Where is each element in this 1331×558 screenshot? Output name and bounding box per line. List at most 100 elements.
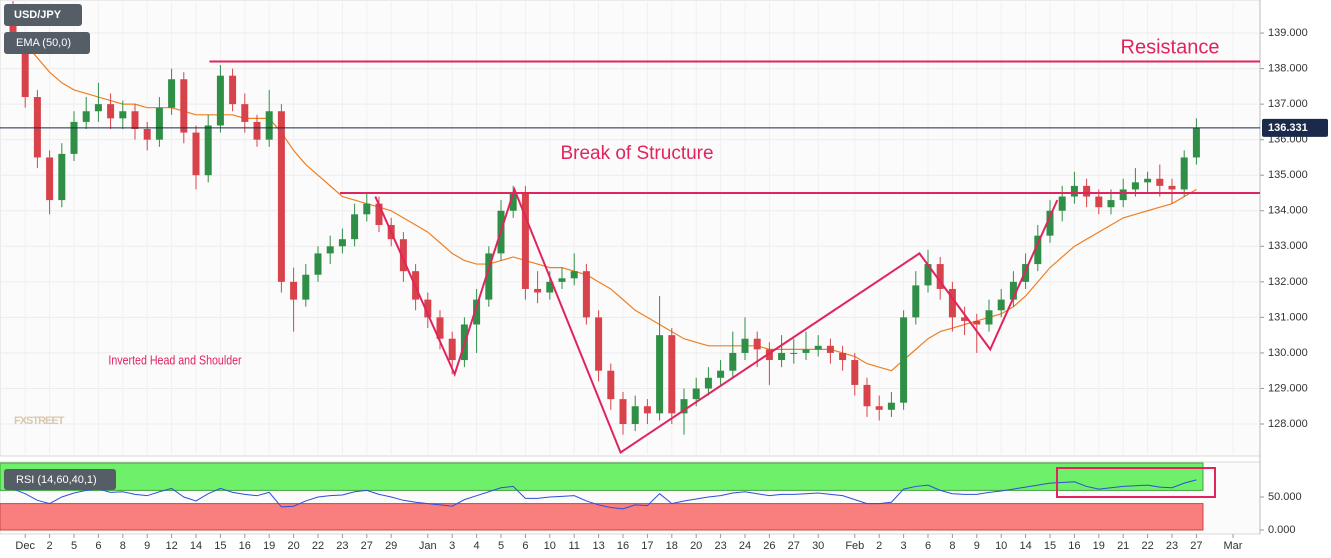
x-tick-label: 21 bbox=[1117, 540, 1129, 552]
legend-title: USD/JPY bbox=[14, 9, 62, 21]
candle-body bbox=[131, 111, 139, 130]
candle-body bbox=[1058, 196, 1066, 211]
pattern-label: Inverted Head and Shoulder bbox=[108, 352, 241, 367]
candle-body bbox=[558, 278, 566, 282]
x-tick-label: 14 bbox=[190, 540, 202, 552]
x-tick-label: 23 bbox=[1166, 540, 1178, 552]
candle-body bbox=[839, 352, 847, 361]
candle-body bbox=[143, 129, 151, 140]
candle-body bbox=[253, 121, 261, 140]
candle-body bbox=[1156, 178, 1164, 186]
candle-body bbox=[729, 352, 737, 371]
x-tick-label: 22 bbox=[1141, 540, 1153, 552]
x-tick-label: 16 bbox=[1068, 540, 1080, 552]
y-tick-label: 139.000 bbox=[1268, 27, 1308, 39]
candle-body bbox=[802, 349, 810, 353]
candle-body bbox=[363, 203, 371, 215]
x-tick-label: 4 bbox=[474, 540, 480, 552]
candle-body bbox=[619, 399, 627, 425]
candle-body bbox=[948, 288, 956, 318]
x-tick-label: 26 bbox=[763, 540, 775, 552]
candle-body bbox=[94, 104, 102, 112]
x-tick-label: 27 bbox=[361, 540, 373, 552]
candle-body bbox=[765, 349, 773, 361]
rsi-line bbox=[12, 479, 1197, 510]
y-tick-label: 133.000 bbox=[1268, 240, 1308, 252]
candle-body bbox=[692, 388, 700, 400]
x-tick-label: Jan bbox=[419, 540, 437, 552]
candle-body bbox=[1070, 185, 1078, 197]
candle-body bbox=[900, 317, 908, 403]
candle-body bbox=[192, 132, 200, 176]
candle-body bbox=[473, 299, 481, 325]
last-price-label: 136.331 bbox=[1268, 122, 1308, 134]
candle-body bbox=[753, 338, 761, 350]
x-tick-label: 14 bbox=[1019, 540, 1031, 552]
y-tick-label: 128.000 bbox=[1268, 418, 1308, 430]
candle-body bbox=[424, 299, 432, 318]
candle-body bbox=[326, 246, 334, 254]
highlight-box bbox=[1056, 467, 1216, 498]
candle-body bbox=[1144, 178, 1152, 183]
rsi-upper-band bbox=[0, 462, 1204, 491]
x-tick-label: 17 bbox=[641, 540, 653, 552]
y-tick-label: 131.000 bbox=[1268, 311, 1308, 323]
candle-body bbox=[778, 352, 786, 361]
x-tick-label: Feb bbox=[845, 540, 864, 552]
candle-body bbox=[1119, 189, 1127, 201]
legend-box bbox=[4, 4, 82, 26]
x-tick-label: 27 bbox=[788, 540, 800, 552]
last-price-box bbox=[1262, 118, 1328, 137]
x-tick-label: 5 bbox=[71, 540, 77, 552]
x-tick-label: 6 bbox=[95, 540, 101, 552]
x-tick-label: 19 bbox=[263, 540, 275, 552]
candle-body bbox=[887, 402, 895, 410]
candle-body bbox=[1192, 127, 1200, 158]
candle-body bbox=[351, 214, 359, 240]
x-tick-label: 23 bbox=[336, 540, 348, 552]
candle-body bbox=[509, 192, 517, 211]
x-tick-label: 6 bbox=[522, 540, 528, 552]
candle-body bbox=[46, 157, 54, 201]
candle-body bbox=[534, 288, 542, 293]
x-tick-label: 13 bbox=[592, 540, 604, 552]
watermark: FXSTREET bbox=[14, 415, 65, 427]
candle-body bbox=[961, 317, 969, 321]
x-tick-label: 3 bbox=[449, 540, 455, 552]
candle-body bbox=[790, 352, 798, 354]
y-tick-label: 129.000 bbox=[1268, 382, 1308, 394]
candle-body bbox=[717, 370, 725, 378]
x-tick-label: 29 bbox=[385, 540, 397, 552]
rsi-tick-label: 0.000 bbox=[1268, 524, 1296, 536]
candle-body bbox=[314, 253, 322, 275]
candle-body bbox=[826, 345, 834, 353]
candle-body bbox=[70, 121, 78, 154]
x-tick-label: 27 bbox=[1190, 540, 1202, 552]
candle-body bbox=[1083, 185, 1091, 197]
legend-box bbox=[4, 469, 116, 490]
x-tick-label: 2 bbox=[876, 540, 882, 552]
rsi-name: RSI (14,60,40,1) bbox=[16, 474, 97, 486]
candle-body bbox=[485, 253, 493, 300]
candle-body bbox=[973, 320, 981, 325]
candle-body bbox=[704, 377, 712, 389]
candle-body bbox=[1034, 235, 1042, 265]
x-tick-label: 5 bbox=[498, 540, 504, 552]
candle-body bbox=[680, 399, 688, 414]
candle-body bbox=[375, 203, 383, 225]
y-tick-label: 137.000 bbox=[1268, 98, 1308, 110]
x-tick-label: Mar bbox=[1224, 540, 1243, 552]
candle-body bbox=[338, 239, 346, 247]
candle-body bbox=[546, 281, 554, 293]
candle-body bbox=[570, 271, 578, 279]
candle-body bbox=[180, 79, 188, 133]
x-tick-label: 24 bbox=[739, 540, 751, 552]
candle-body bbox=[21, 40, 29, 98]
x-tick-label: 6 bbox=[925, 540, 931, 552]
candle-body bbox=[912, 285, 920, 318]
x-tick-label: 15 bbox=[1044, 540, 1056, 552]
candle-body bbox=[1009, 281, 1017, 300]
candle-body bbox=[302, 274, 310, 300]
